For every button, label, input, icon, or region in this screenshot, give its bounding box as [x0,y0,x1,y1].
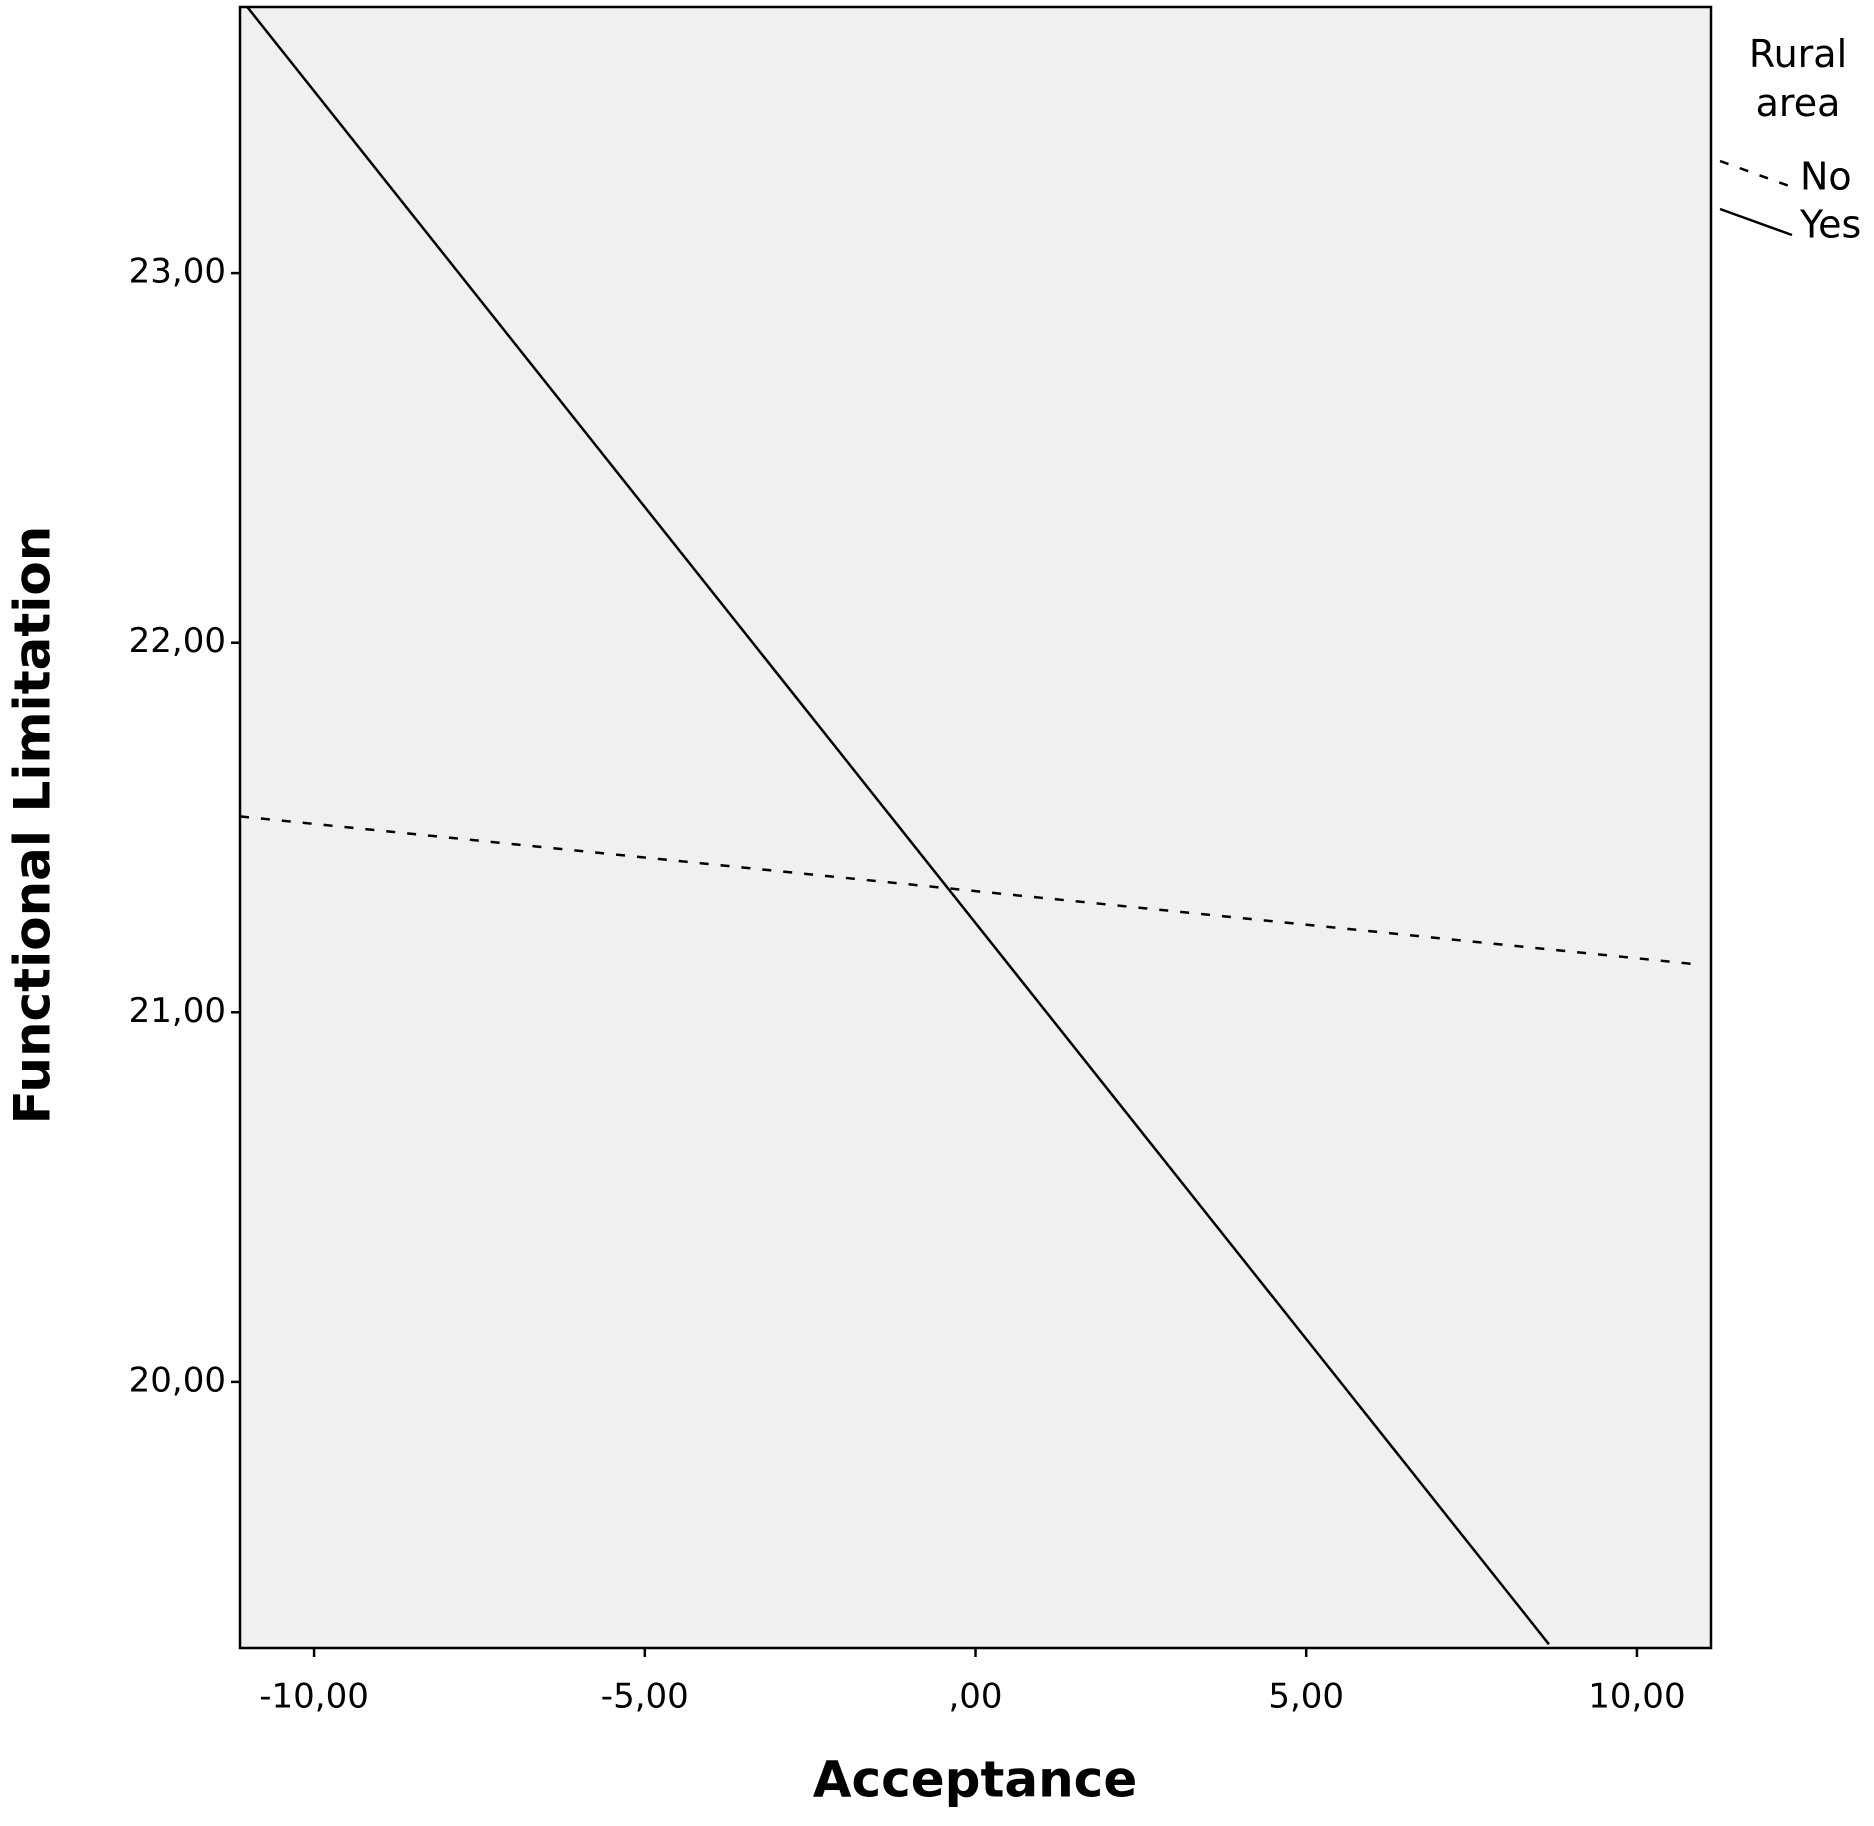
series-line [240,815,1696,966]
y-tick-label: 21,00 [129,991,226,1031]
plot-area [238,5,1713,1650]
x-tick-label: 5,00 [1268,1677,1344,1717]
x-tick-label: -10,00 [259,1677,369,1717]
legend-swatch [1719,159,1793,189]
legend-label: Yes [1799,203,1861,247]
y-tick-label: 20,00 [129,1360,226,1400]
x-tick-label: 10,00 [1588,1677,1685,1717]
legend-label: No [1800,155,1852,199]
legend-swatch [1719,207,1793,237]
x-tick-label: -5,00 [601,1677,689,1717]
x-tick-label: ,00 [948,1677,1002,1717]
x-axis-title: Acceptance [813,1751,1137,1809]
y-axis-title: Functional Limitation [4,526,62,1125]
y-tick-label: 23,00 [129,252,226,292]
series-line [246,7,1550,1646]
y-tick-label: 22,00 [129,621,226,661]
legend-title: Rural area [1749,32,1847,125]
